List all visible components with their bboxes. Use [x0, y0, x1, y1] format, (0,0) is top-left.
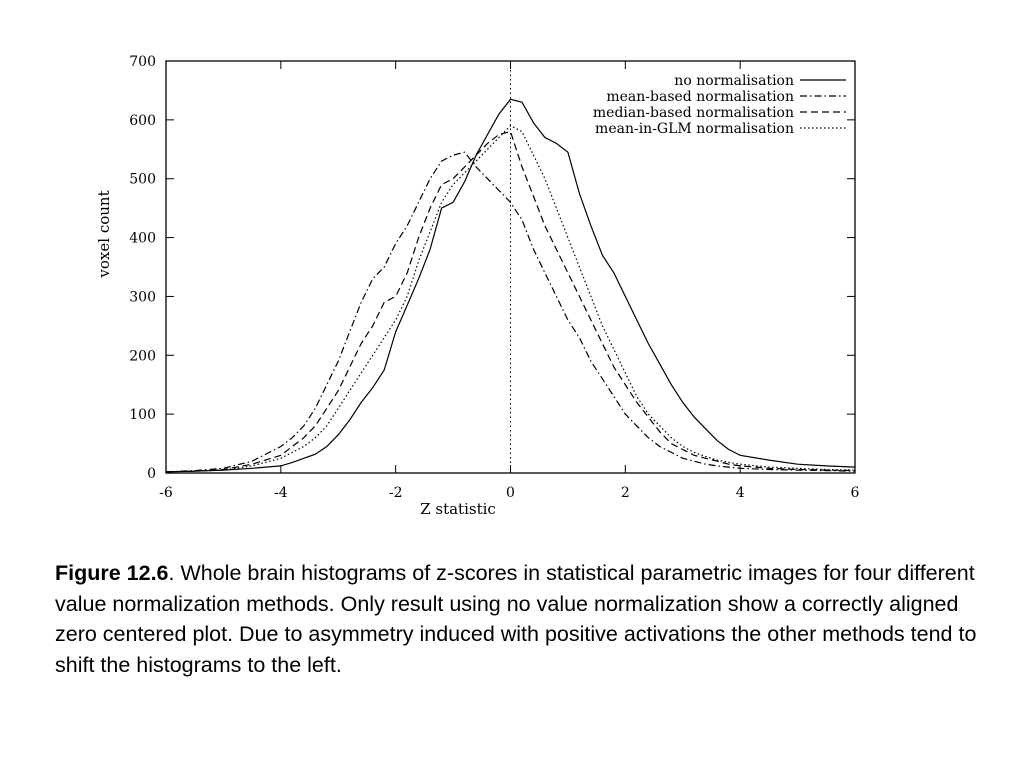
x-tick-label: 0: [506, 485, 515, 501]
series-line-2: [165, 151, 856, 473]
y-tick-label: 200: [129, 348, 156, 364]
y-axis-label: voxel count: [95, 190, 113, 278]
legend-label-3: median-based normalisation: [593, 105, 794, 121]
y-tick-label: 0: [147, 466, 156, 482]
legend-label-2: mean-based normalisation: [606, 89, 794, 105]
figure-caption: Figure 12.6. Whole brain histograms of z…: [55, 558, 985, 680]
x-axis-label: Z statistic: [420, 500, 496, 518]
x-tick-label: 4: [736, 485, 745, 501]
legend-label-1: no normalisation: [674, 73, 794, 89]
tick-layer: -6 -4 -2 0 2 4 6 0 100 200 300 400 500 600 700: [129, 54, 859, 501]
y-tick-label: 300: [129, 289, 156, 305]
x-tick-label: 6: [851, 485, 860, 501]
series-line-3: [165, 130, 856, 473]
series-line-4: [165, 124, 856, 473]
x-tick-label: 2: [621, 485, 630, 501]
series-layer: [165, 98, 856, 473]
y-tick-label: 500: [129, 172, 156, 188]
x-tick-label: -4: [274, 485, 288, 501]
y-tick-label: 400: [129, 231, 156, 247]
series-line-1: [165, 98, 856, 473]
histogram-chart: -6 -4 -2 0 2 4 6 0 100 200 300 400 500 600 700 no norm…: [95, 54, 860, 518]
legend-label-4: mean-in-GLM normalisation: [595, 121, 794, 137]
y-tick-label: 100: [129, 407, 156, 423]
x-tick-label: -2: [389, 485, 403, 501]
x-tick-label: -6: [159, 485, 173, 501]
y-tick-label: 600: [129, 113, 156, 129]
figure-caption-label: Figure 12.6: [55, 561, 169, 585]
y-tick-label: 700: [129, 54, 156, 70]
figure-caption-text: . Whole brain histograms of z-scores in …: [55, 561, 977, 677]
